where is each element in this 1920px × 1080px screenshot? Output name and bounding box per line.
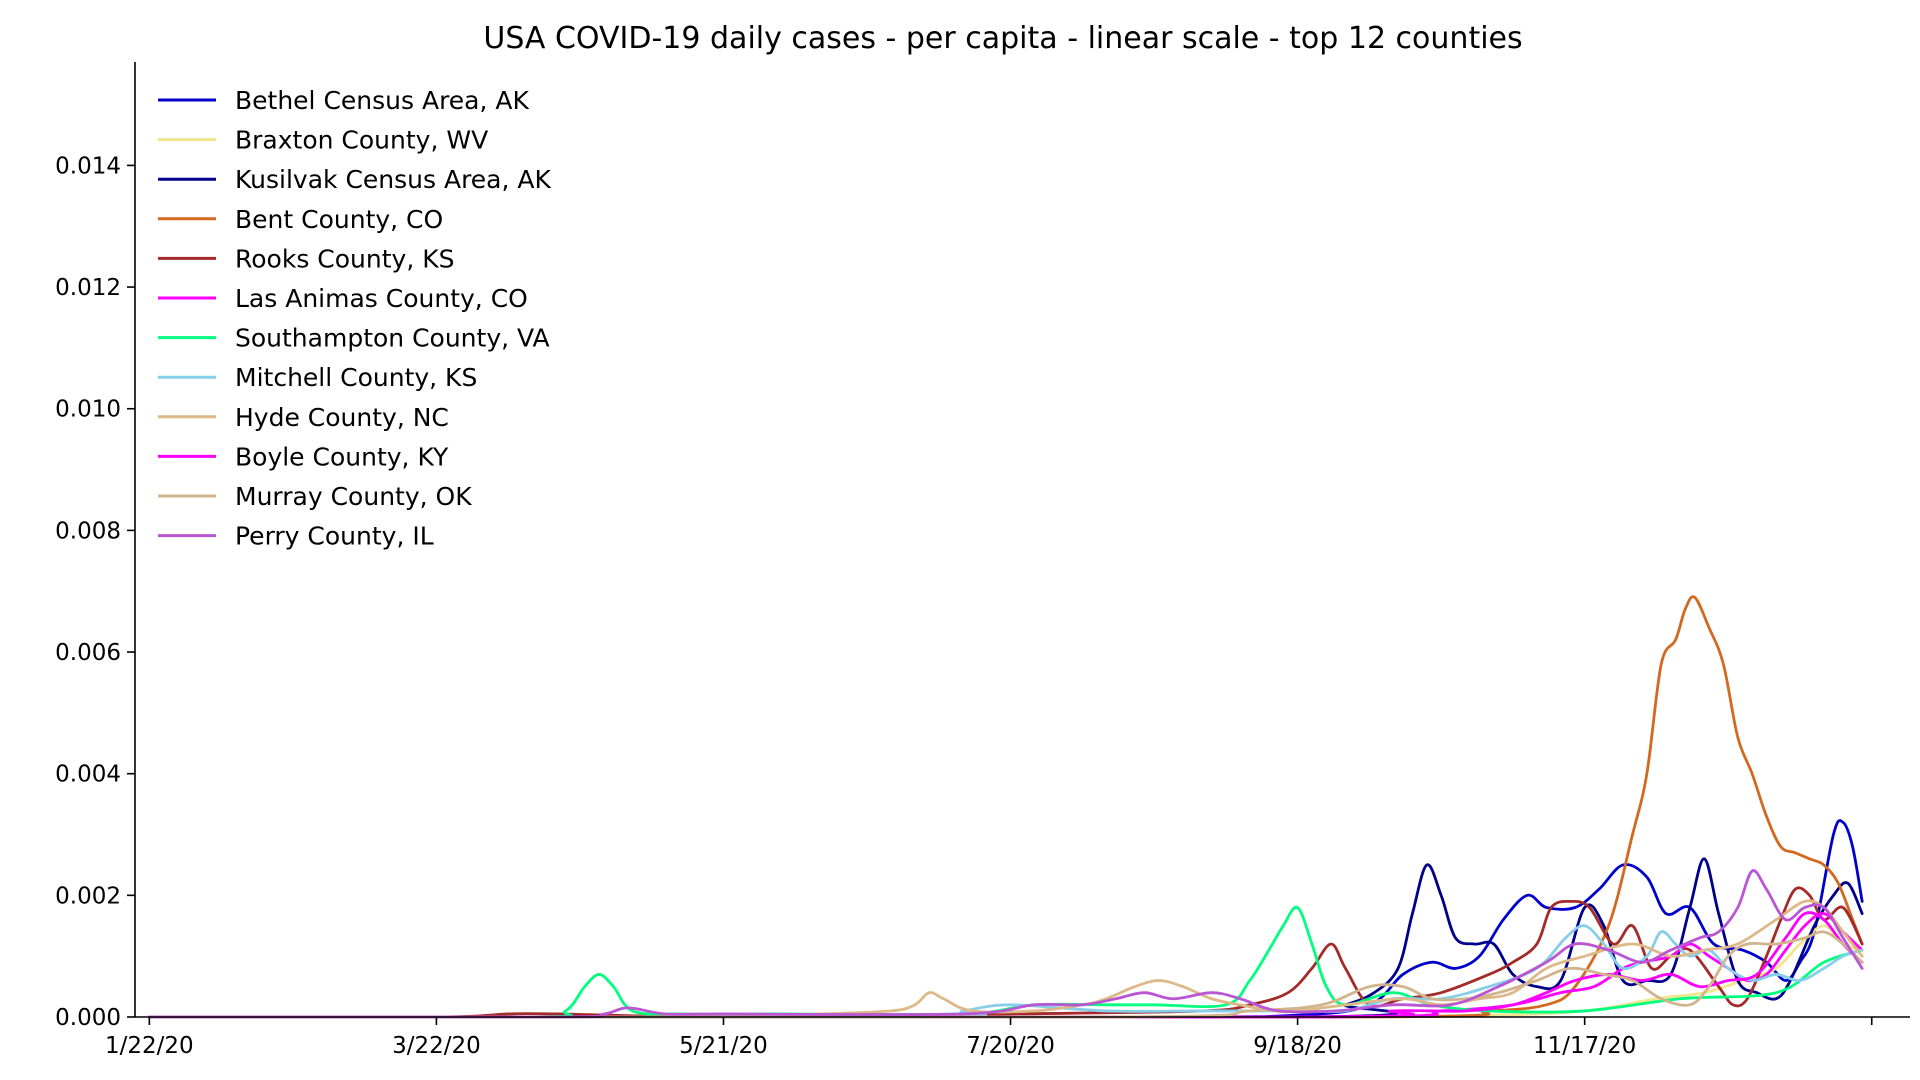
series-line-bent-county-co	[147, 595, 1864, 1019]
x-tick-label: 9/18/20	[1253, 1033, 1342, 1059]
y-tick-label: 0.014	[55, 153, 121, 179]
series-layer	[147, 595, 1864, 1019]
legend-label: Murray County, OK	[235, 482, 472, 511]
legend-label: Braxton County, WV	[235, 126, 488, 155]
y-tick-label: 0.002	[55, 883, 121, 909]
legend-label: Hyde County, NC	[235, 403, 449, 432]
x-tick-label: 7/20/20	[966, 1033, 1055, 1059]
chart-title: USA COVID-19 daily cases - per capita - …	[483, 21, 1522, 56]
y-tick-label: 0.012	[55, 275, 121, 301]
legend-label: Boyle County, KY	[235, 442, 449, 471]
axes-layer: 0.000 0.002 0.004 0.006 0.008 0.010 0.012 0.014…	[55, 62, 1910, 1059]
legend-label: Bent County, CO	[235, 205, 443, 234]
legend: Bethel Census Area, AK Braxton County, WV…	[158, 86, 551, 551]
series-line-hyde-county-nc	[147, 899, 1864, 1019]
legend-label: Southampton County, VA	[235, 324, 550, 353]
x-tick-label: 1/22/20	[105, 1033, 194, 1059]
legend-label: Kusilvak Census Area, AK	[235, 165, 551, 194]
series-line-perry-county-il	[147, 869, 1864, 1019]
series-line-southampton-county-va	[147, 905, 1864, 1019]
legend-label: Rooks County, KS	[235, 244, 454, 273]
series-line-rooks-county-ks	[147, 886, 1864, 1019]
series-line-mitchell-county-ks	[147, 924, 1864, 1019]
series-line-braxton-county-wv	[147, 924, 1864, 1019]
series-line-murray-county-ok	[147, 930, 1864, 1019]
x-tick-label: 11/17/20	[1533, 1033, 1636, 1059]
y-tick-label: 0.006	[55, 640, 121, 666]
series-line-bethel-census-area-ak	[147, 819, 1864, 1019]
y-tick-label: 0.008	[55, 518, 121, 544]
y-tick-label: 0.010	[55, 397, 121, 423]
legend-label: Mitchell County, KS	[235, 363, 477, 392]
y-tick-label: 0.000	[55, 1005, 121, 1031]
legend-label: Bethel Census Area, AK	[235, 86, 530, 115]
x-tick-label: 5/21/20	[679, 1033, 768, 1059]
y-tick-label: 0.004	[55, 762, 121, 788]
x-tick-label: 3/22/20	[392, 1033, 481, 1059]
legend-label: Perry County, IL	[235, 522, 434, 551]
legend-label: Las Animas County, CO	[235, 284, 528, 313]
